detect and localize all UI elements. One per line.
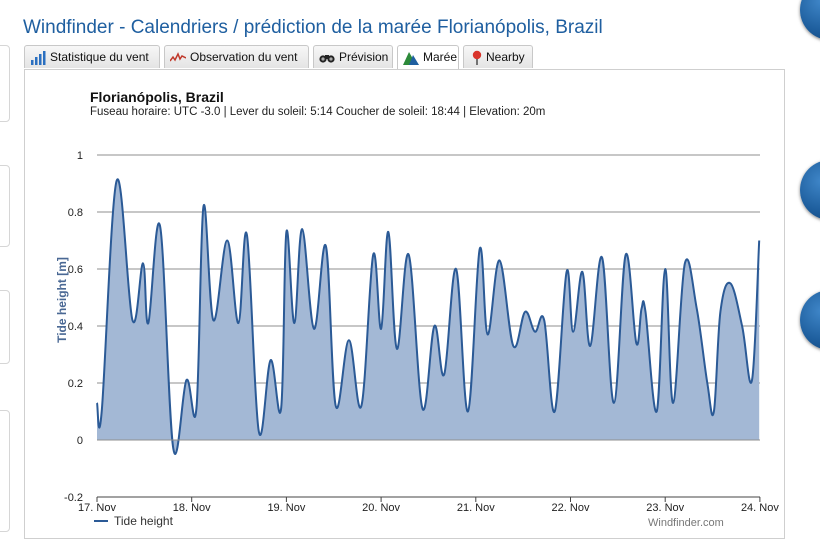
tab-wind-statistics[interactable]: Statistique du vent [24,45,160,68]
decor-bubble [800,160,820,220]
legend-swatch [94,520,108,522]
tab-label: Prévision [339,50,389,64]
tab-tide[interactable]: Marée [397,45,459,70]
decor-bubble [800,290,820,350]
chart-title: Florianópolis, Brazil [90,89,224,105]
binoculars-icon [319,55,335,63]
tab-label: Nearby [486,50,525,64]
tab-forecast[interactable]: Prévision [313,45,393,68]
right-edge-decor [790,0,820,526]
page-title: Windfinder - Calendriers / prédiction de… [23,17,603,38]
x-tick-label: 17. Nov [78,502,116,514]
credit-text: Windfinder.com [648,517,724,529]
tab-wind-observation[interactable]: Observation du vent [164,45,309,68]
bar-chart-icon [31,51,46,65]
y-tick-label: 0.8 [68,207,83,219]
x-tick-label: 20. Nov [362,502,400,514]
tide-series-line [96,178,761,455]
y-tick-label: 0.4 [68,321,83,333]
line-graph-icon [170,52,186,62]
x-tick-label: 18. Nov [173,502,211,514]
x-tick-label: 24. Nov [741,502,779,514]
x-tick-label: 21. Nov [457,502,495,514]
legend-label: Tide height [114,514,173,528]
tide-mountain-icon [403,52,419,65]
y-tick-label: 0 [77,435,83,447]
x-tick-label: 23. Nov [646,502,684,514]
y-tick-label: 0.6 [68,264,83,276]
left-panel-edge [0,165,10,247]
chart-subtitle: Fuseau horaire: UTC -3.0 | Lever du sole… [90,106,546,118]
y-tick-label: 1 [77,150,83,162]
left-panel-edge [0,45,10,122]
tab-label: Observation du vent [190,50,298,64]
tide-chart: -0.2 0 0.2 0.4 0.6 0.8 1 17. Nov 18. Nov 19. Nov 2… [64,150,779,514]
decor-bubble [800,0,820,40]
tab-nearby[interactable]: Nearby [463,45,533,68]
map-pin-icon [472,50,482,65]
tab-label: Marée [423,50,458,64]
y-tick-label: -0.2 [64,492,83,504]
y-axis-title: Tide height [m] [55,257,69,343]
left-panel-edge [0,290,10,364]
x-tick-label: 22. Nov [552,502,590,514]
tab-label: Statistique du vent [50,50,149,64]
x-tick-label: 19. Nov [267,502,305,514]
y-tick-label: 0.2 [68,378,83,390]
tide-area-fill [97,179,760,454]
